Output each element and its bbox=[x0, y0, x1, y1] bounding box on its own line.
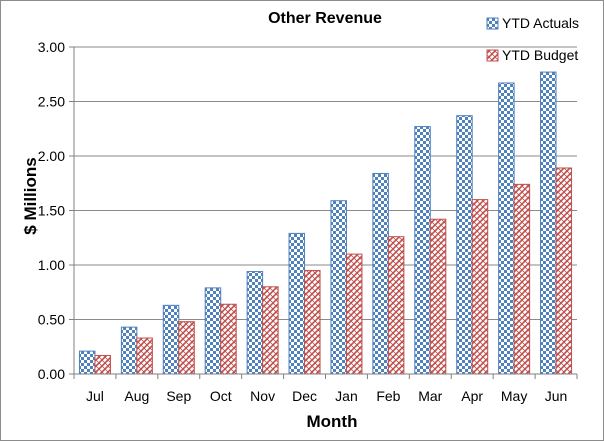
bar-ytd-actuals bbox=[120, 326, 138, 375]
bar-ytd-actuals bbox=[540, 71, 557, 375]
y-tick-label: 1.00 bbox=[38, 257, 65, 273]
x-tick-label: May bbox=[501, 388, 527, 404]
x-tick-label: Jan bbox=[335, 388, 358, 404]
x-axis-title: Month bbox=[307, 412, 358, 431]
legend-swatch-budget bbox=[486, 49, 499, 62]
bar-ytd-budget bbox=[304, 269, 321, 375]
bar-ytd-budget bbox=[345, 253, 363, 375]
bar-ytd-actuals bbox=[330, 200, 347, 375]
bar-ytd-actuals bbox=[456, 115, 473, 375]
bar-ytd-actuals bbox=[372, 172, 389, 375]
bar-ytd-budget bbox=[429, 218, 447, 375]
bar-ytd-budget bbox=[387, 236, 405, 375]
legend: YTD Actuals YTD Budget bbox=[486, 15, 579, 63]
bar-ytd-budget bbox=[136, 337, 153, 375]
x-tick-label: Nov bbox=[250, 388, 275, 404]
y-tick-label: 2.50 bbox=[38, 94, 65, 110]
y-axis-title: $ Millions bbox=[21, 157, 40, 234]
bars bbox=[78, 71, 573, 375]
chart-title: Other Revenue bbox=[268, 10, 382, 27]
y-tick-label: 3.00 bbox=[38, 39, 65, 55]
x-tick-label: Jun bbox=[545, 388, 568, 404]
bar-ytd-actuals bbox=[204, 287, 222, 375]
bar-ytd-actuals bbox=[288, 232, 306, 375]
x-tick-label: Aug bbox=[124, 388, 149, 404]
y-tick-label: 2.00 bbox=[38, 148, 65, 164]
x-tick-label: Dec bbox=[292, 388, 317, 404]
legend-swatch-actuals bbox=[486, 17, 499, 30]
y-tick-label: 0.50 bbox=[38, 312, 65, 328]
y-axis-ticks: 0.00 0.50 1.00 1.50 2.00 2.50 3.00 bbox=[38, 39, 74, 382]
x-tick-label: Jul bbox=[86, 388, 104, 404]
bar-ytd-actuals bbox=[498, 82, 515, 375]
legend-label-actuals: YTD Actuals bbox=[502, 15, 579, 31]
bar-ytd-budget bbox=[220, 303, 237, 375]
x-tick-label: Sep bbox=[166, 388, 191, 404]
bar-ytd-budget bbox=[94, 354, 111, 375]
bar-ytd-budget bbox=[178, 321, 195, 375]
bar-ytd-actuals bbox=[78, 350, 96, 375]
x-tick-label: Feb bbox=[376, 388, 400, 404]
x-tick-label: Mar bbox=[418, 388, 442, 404]
bar-ytd-budget bbox=[555, 167, 573, 375]
gridlines bbox=[74, 46, 577, 320]
bar-ytd-budget bbox=[262, 286, 279, 375]
bar-ytd-actuals bbox=[414, 126, 431, 375]
bar-ytd-budget bbox=[513, 183, 531, 375]
x-tick-label: Apr bbox=[461, 388, 483, 404]
y-tick-label: 0.00 bbox=[38, 366, 65, 382]
legend-label-budget: YTD Budget bbox=[502, 47, 578, 63]
x-axis-ticks: Jul Aug Sep Oct Nov Dec Jan Feb Mar Apr May Jun bbox=[73, 374, 578, 404]
y-tick-label: 1.50 bbox=[38, 203, 65, 219]
bar-ytd-actuals bbox=[246, 271, 264, 375]
bar-ytd-budget bbox=[471, 199, 489, 375]
bar-ytd-actuals bbox=[162, 304, 180, 375]
x-tick-label: Oct bbox=[210, 388, 232, 404]
